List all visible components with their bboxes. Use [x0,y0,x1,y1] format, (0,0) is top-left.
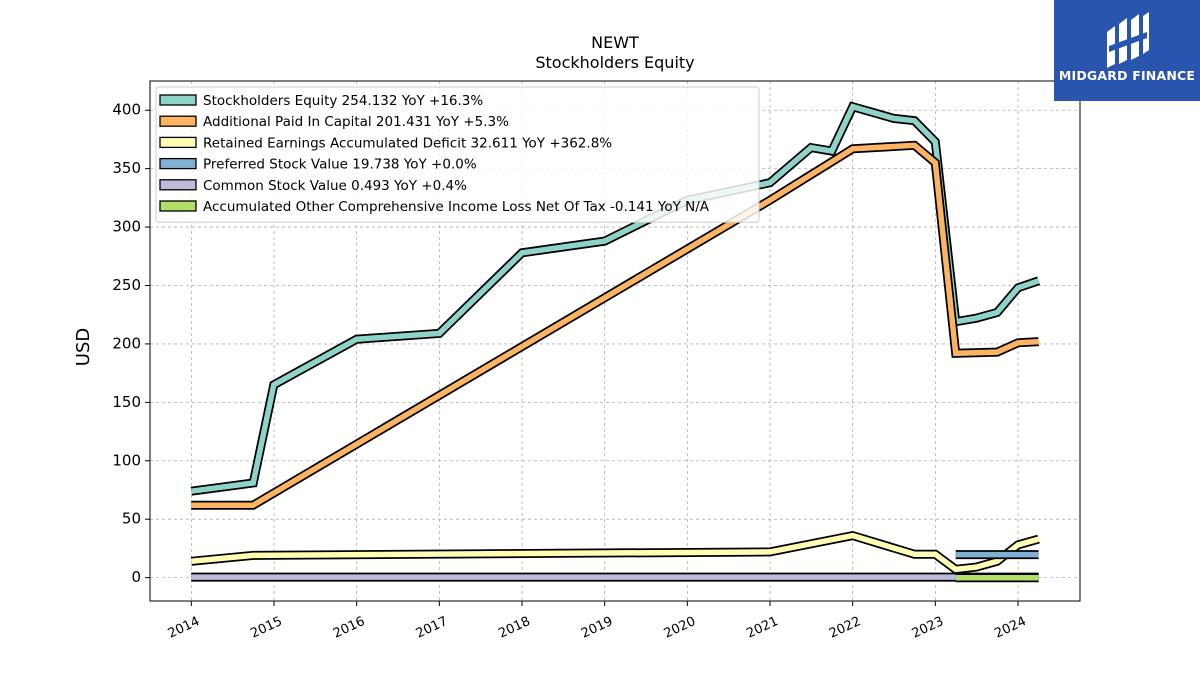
series-layer [190,101,1041,583]
x-tick-label: 2014 [166,614,202,642]
y-tick-label: 200 [112,334,141,352]
chart-subtitle: Stockholders Equity [535,53,694,72]
legend-label: Additional Paid In Capital 201.431 YoY +… [203,114,509,130]
legend-swatch [159,179,197,191]
legend-label: Common Stock Value 0.493 YoY +0.4% [203,178,467,194]
series-0 [190,101,1041,496]
legend-swatch [159,136,197,149]
y-axis-label: USD [73,328,94,366]
legend-swatch [159,94,197,106]
legend-swatch [159,115,197,127]
y-tick-label: 0 [131,568,141,586]
series-line [190,103,1040,494]
x-tick-label: 2017 [414,614,450,642]
x-tick-label: 2016 [331,614,367,642]
plot-frame [149,80,1081,602]
legend-label: Preferred Stock Value 19.738 YoY +0.0% [203,157,477,173]
midgard-logo-icon [1107,12,1149,68]
x-tick-label: 2024 [992,614,1028,642]
legend-label: Stockholders Equity 254.132 YoY +16.3% [203,93,483,109]
legend-box [155,86,760,223]
y-tick-label: 100 [112,451,141,469]
chart-title: NEWT [591,33,639,52]
x-tick-label: 2021 [744,614,780,642]
x-tick-label: 2019 [579,614,615,642]
series-line [191,142,1039,508]
series-2 [190,530,1040,575]
brand-logo: MIDGARD FINANCE [1054,0,1200,101]
x-tick-label: 2020 [662,614,698,642]
legend-swatch [159,157,197,170]
y-tick-label: 400 [112,101,141,119]
y-tick-label: 150 [112,393,141,411]
x-tick-label: 2023 [910,614,946,642]
y-tick-label: 300 [112,218,141,236]
y-tick-label: 250 [112,276,141,294]
x-tick-label: 2018 [496,614,532,642]
y-tick-label: 350 [112,159,141,177]
legend-swatch [159,200,197,212]
legend-label: Retained Earnings Accumulated Deficit 32… [203,135,612,151]
brand-name: MIDGARD FINANCE [1058,68,1196,83]
y-tick-label: 50 [122,510,141,528]
legend: Stockholders Equity 254.132 YoY +16.3% Ad… [155,86,760,223]
legend-label: Accumulated Other Comprehensive Income L… [203,199,710,215]
series-1 [191,140,1039,510]
x-tick-label: 2022 [827,614,863,642]
series-line [191,532,1040,573]
x-tick-label: 2015 [248,614,284,642]
